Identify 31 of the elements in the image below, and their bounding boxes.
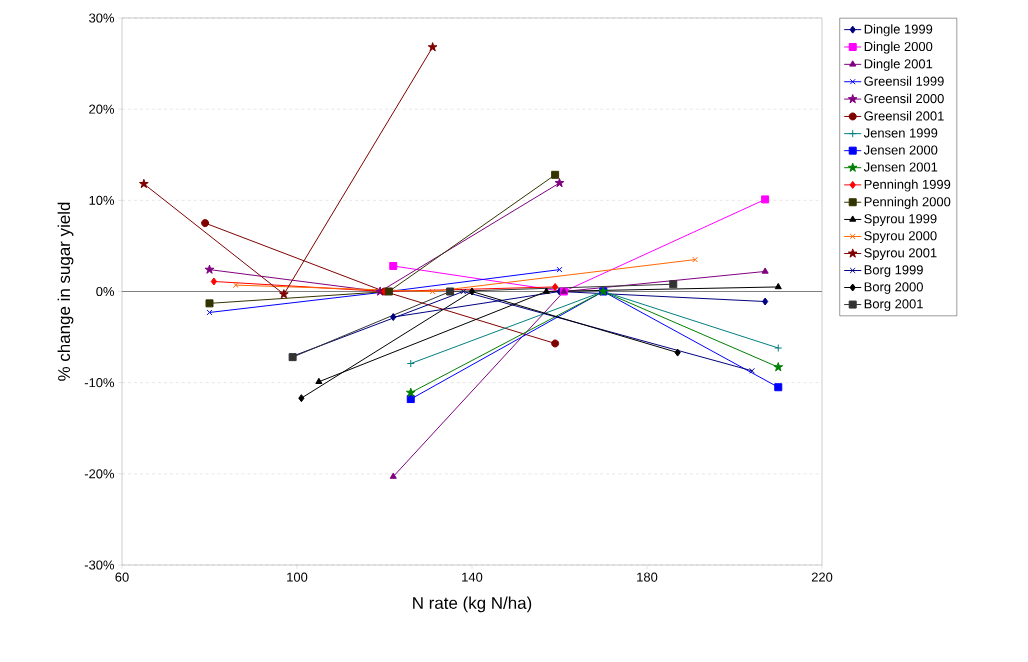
legend-label: Jensen 2000 bbox=[863, 145, 938, 155]
y-tick-label: 0% bbox=[96, 286, 115, 297]
x-axis-title: N rate (kg N/ha) bbox=[413, 596, 532, 613]
legend-label: Jensen 1999 bbox=[863, 128, 938, 138]
y-axis-title: % change in sugar yield bbox=[57, 202, 74, 381]
y-tick-label: 20% bbox=[89, 104, 115, 114]
legend-label: Borg 2000 bbox=[864, 282, 923, 294]
legend-label: Spyrou 2001 bbox=[864, 248, 937, 260]
x-tick-label: 220 bbox=[811, 572, 833, 582]
legend-label: Borg 1999 bbox=[864, 265, 923, 277]
legend-label: Dingle 2001 bbox=[864, 58, 933, 71]
legend-label: Spyrou 1999 bbox=[864, 214, 937, 226]
legend-label: Jensen 2001 bbox=[863, 162, 938, 172]
y-tick-label: 10% bbox=[89, 195, 115, 205]
x-tick-label: 140 bbox=[462, 572, 483, 582]
legend-label: Borg 2001 bbox=[864, 299, 923, 312]
x-tick-label: 180 bbox=[637, 572, 658, 582]
legend-label: Dingle 1999 bbox=[864, 24, 933, 37]
y-tick-label: -30% bbox=[84, 560, 115, 570]
legend-label: Greensil 2000 bbox=[864, 93, 944, 104]
legend-label: Dingle 2000 bbox=[864, 41, 933, 54]
legend-label: Penningh 2000 bbox=[864, 196, 951, 209]
y-tick-label: -20% bbox=[84, 469, 115, 479]
legend-label: Greensil 2001 bbox=[864, 111, 944, 121]
x-tick-label: 60 bbox=[115, 572, 129, 582]
legend-label: Greensil 1999 bbox=[864, 76, 944, 86]
y-tick-label: 30% bbox=[89, 13, 115, 23]
legend-label: Penningh 1999 bbox=[864, 179, 951, 192]
x-tick-label: 100 bbox=[287, 572, 308, 582]
y-tick-label: -10% bbox=[84, 378, 115, 388]
legend-label: Spyrou 2000 bbox=[864, 231, 937, 243]
